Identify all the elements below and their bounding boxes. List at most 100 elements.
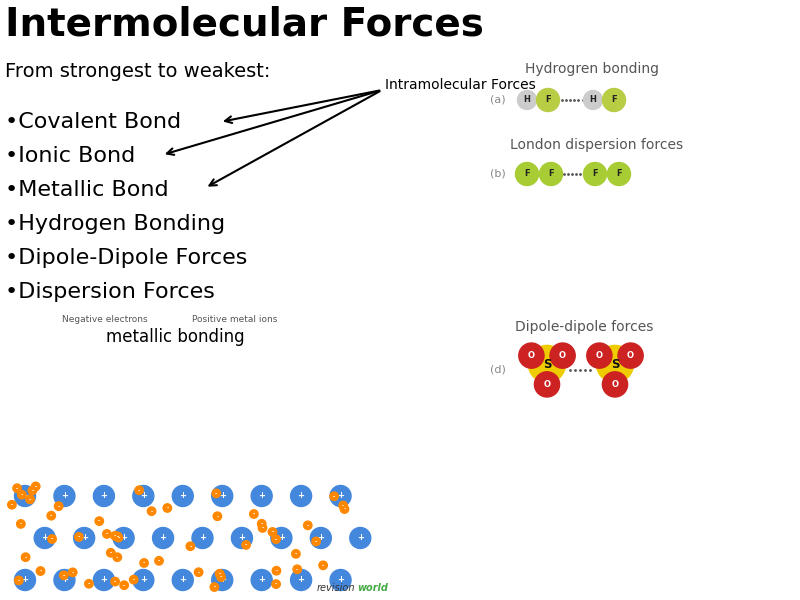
Text: •Ionic Bond: •Ionic Bond xyxy=(5,146,135,166)
Text: +: + xyxy=(81,533,88,542)
Text: +: + xyxy=(100,491,107,500)
Circle shape xyxy=(153,527,174,548)
Circle shape xyxy=(114,532,122,541)
Circle shape xyxy=(69,568,77,577)
Circle shape xyxy=(518,343,544,368)
Text: +: + xyxy=(298,575,305,584)
Circle shape xyxy=(133,485,154,506)
Circle shape xyxy=(130,575,138,584)
Text: Dipole-dipole forces: Dipole-dipole forces xyxy=(515,320,654,334)
Circle shape xyxy=(147,507,156,515)
Circle shape xyxy=(26,495,34,503)
Text: -: - xyxy=(31,488,34,493)
Text: From strongest to weakest:: From strongest to weakest: xyxy=(5,62,270,81)
Text: -: - xyxy=(143,560,146,565)
Text: -: - xyxy=(253,511,255,517)
Text: +: + xyxy=(179,491,186,500)
Text: -: - xyxy=(133,577,134,582)
Text: F: F xyxy=(548,169,554,179)
Circle shape xyxy=(213,512,222,520)
Text: -: - xyxy=(343,506,346,512)
Circle shape xyxy=(258,524,266,532)
Text: -: - xyxy=(275,568,278,573)
Text: -: - xyxy=(34,484,37,489)
Circle shape xyxy=(13,484,22,493)
Circle shape xyxy=(140,559,148,567)
Text: -: - xyxy=(110,550,112,555)
Text: +: + xyxy=(357,533,364,542)
Text: •Covalent Bond: •Covalent Bond xyxy=(5,112,181,132)
Text: -: - xyxy=(198,570,200,575)
Circle shape xyxy=(85,580,93,588)
Text: +: + xyxy=(199,533,206,542)
Circle shape xyxy=(310,527,331,548)
Text: +: + xyxy=(337,491,344,500)
Text: -: - xyxy=(72,570,74,575)
Text: O: O xyxy=(627,351,634,360)
Circle shape xyxy=(106,548,115,557)
Text: -: - xyxy=(322,563,324,568)
Text: +: + xyxy=(337,575,344,584)
Text: +: + xyxy=(140,575,147,584)
Text: Intermolecular Forces: Intermolecular Forces xyxy=(5,5,484,43)
Circle shape xyxy=(210,583,218,591)
Circle shape xyxy=(22,553,30,562)
Text: S: S xyxy=(542,358,551,370)
Text: -: - xyxy=(25,554,26,560)
Text: +: + xyxy=(298,491,305,500)
Text: -: - xyxy=(118,535,119,540)
Text: -: - xyxy=(98,518,101,524)
Text: world: world xyxy=(357,583,388,593)
Text: -: - xyxy=(18,578,20,583)
Text: -: - xyxy=(150,509,153,514)
Circle shape xyxy=(120,581,128,589)
Text: -: - xyxy=(58,503,60,509)
Text: -: - xyxy=(88,581,90,586)
Circle shape xyxy=(583,91,602,109)
Circle shape xyxy=(290,569,312,590)
Text: +: + xyxy=(100,575,107,584)
Text: +: + xyxy=(318,533,324,542)
Circle shape xyxy=(319,561,327,569)
Circle shape xyxy=(596,346,634,383)
Circle shape xyxy=(303,521,312,530)
Text: -: - xyxy=(245,542,247,547)
Circle shape xyxy=(583,163,606,185)
Text: +: + xyxy=(218,575,226,584)
Text: O: O xyxy=(528,351,535,360)
Text: -: - xyxy=(78,535,80,539)
Text: -: - xyxy=(215,491,218,496)
Text: H: H xyxy=(590,95,597,104)
Circle shape xyxy=(133,569,154,590)
Text: -: - xyxy=(16,486,18,491)
Text: -: - xyxy=(20,521,22,526)
Circle shape xyxy=(110,532,119,540)
Circle shape xyxy=(550,343,575,368)
Circle shape xyxy=(14,569,35,590)
Text: -: - xyxy=(190,544,191,549)
Text: +: + xyxy=(120,533,127,542)
Circle shape xyxy=(292,550,300,558)
Text: -: - xyxy=(123,583,126,587)
Circle shape xyxy=(17,520,25,528)
Text: O: O xyxy=(596,351,603,360)
Text: -: - xyxy=(114,533,116,538)
Circle shape xyxy=(113,527,134,548)
Circle shape xyxy=(312,537,320,545)
Circle shape xyxy=(47,511,55,520)
Circle shape xyxy=(330,485,351,506)
Circle shape xyxy=(172,569,194,590)
Circle shape xyxy=(135,486,143,494)
Circle shape xyxy=(330,569,351,590)
Text: -: - xyxy=(275,536,277,542)
Text: -: - xyxy=(106,532,108,536)
Text: -: - xyxy=(39,569,42,574)
Text: -: - xyxy=(138,488,140,493)
Text: S: S xyxy=(610,358,619,370)
Text: •Dipole-Dipole Forces: •Dipole-Dipole Forces xyxy=(5,248,247,268)
Circle shape xyxy=(340,505,349,513)
Text: -: - xyxy=(296,567,298,572)
Circle shape xyxy=(8,500,16,509)
Text: -: - xyxy=(10,502,13,507)
Text: +: + xyxy=(218,491,226,500)
